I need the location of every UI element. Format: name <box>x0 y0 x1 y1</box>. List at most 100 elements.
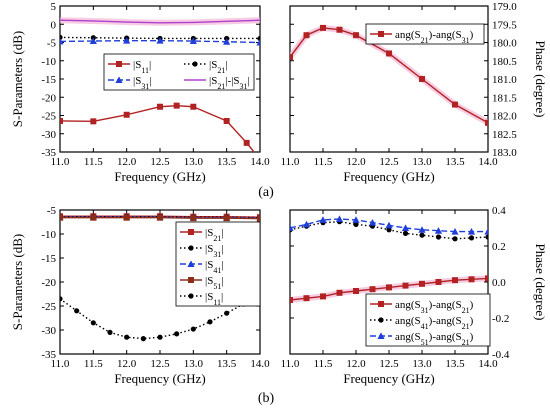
y-tick-label: 183.0 <box>492 147 517 159</box>
y-tick-label: -0.4 <box>492 349 510 361</box>
data-point <box>418 226 426 233</box>
data-point <box>124 334 130 340</box>
data-point <box>123 111 130 118</box>
legend-entry: ang(S21)-ang(S31) <box>395 29 474 45</box>
data-point <box>223 215 230 222</box>
y-tick-label: -30 <box>41 129 56 141</box>
data-point <box>336 26 343 33</box>
x-tick-label: 14.0 <box>250 358 270 370</box>
data-point <box>256 38 260 46</box>
chart-a-sparams: 11.0 11.5 12.0 12.5 13.0 13.5 14.0 5 0 -5 -10 -15 -2… <box>10 1 270 184</box>
data-point <box>190 215 197 222</box>
data-point <box>401 224 410 231</box>
y-tick-label: -20 <box>41 92 56 104</box>
x-tick-label: 14.0 <box>250 156 270 168</box>
data-point <box>352 216 360 223</box>
x-tick-label: 13.0 <box>412 156 432 168</box>
data-point <box>485 119 488 126</box>
legend-frame <box>103 53 255 91</box>
data-point <box>320 24 326 31</box>
x-tick-label: 13.0 <box>184 156 204 168</box>
legend: |S21||S31||S41||S51||S11| <box>175 221 261 307</box>
data-point <box>257 215 260 222</box>
data-point <box>60 117 63 124</box>
chart-b-sparams: 11.0 11.5 12.0 12.5 13.0 13.5 14.0 -5 -10 -15 -20 -… <box>10 205 270 386</box>
y-axis-label: S-Parameters (dB) <box>10 234 25 330</box>
x-tick-label: 13.0 <box>184 358 204 370</box>
data-point <box>369 286 376 293</box>
x-tick-label: 14.0 <box>478 358 498 370</box>
chart-a-phase: 11.0 11.5 12.0 12.5 13.0 13.5 14.0 179.0 179.5 18… <box>281 1 548 184</box>
data-point <box>90 214 97 221</box>
y-tick-label: -35 <box>41 349 56 361</box>
y-tick-label: -35 <box>41 147 56 159</box>
data-point <box>353 221 359 227</box>
y-tick-label: 179.5 <box>492 19 517 31</box>
legend-marker <box>187 260 195 267</box>
y-tick-label: 0.0 <box>492 277 506 289</box>
y-tick-label: 0.4 <box>492 205 506 217</box>
x-axis-label: Frequency (GHz) <box>114 371 205 386</box>
data-point <box>368 219 377 226</box>
data-point <box>385 221 393 229</box>
x-tick-label: 13.5 <box>445 156 465 168</box>
legend-marker <box>377 332 385 339</box>
data-point <box>303 295 310 302</box>
data-point <box>123 37 131 44</box>
x-tick-label: 12.0 <box>117 358 137 370</box>
data-point <box>468 235 475 241</box>
data-point <box>319 216 327 223</box>
data-point <box>74 308 80 314</box>
legend-marker <box>188 293 194 299</box>
data-point <box>467 228 476 235</box>
data-point <box>189 37 197 45</box>
data-point <box>402 282 409 289</box>
y-tick-label: 0 <box>51 19 57 31</box>
data-point <box>60 296 63 302</box>
chart-b-phase: 11.0 11.5 12.0 12.5 13.0 13.5 14.0 0.4 0.2 0.0 -0.… <box>281 205 548 386</box>
y-tick-label: -30 <box>41 325 56 337</box>
x-tick-label: 11.5 <box>314 358 333 370</box>
legend-marker <box>378 301 384 307</box>
y-tick-label: -10 <box>41 56 56 68</box>
data-point <box>320 293 326 300</box>
data-point <box>157 103 163 110</box>
legend-entry: ang(S41)-ang(S21) <box>395 315 474 331</box>
data-point <box>434 227 443 234</box>
legend-marker <box>378 31 384 37</box>
data-point <box>60 214 63 221</box>
data-point <box>303 32 310 39</box>
x-tick-label: 12.0 <box>346 156 366 168</box>
y-tick-label: 180.0 <box>492 38 517 50</box>
x-axis-label: Frequency (GHz) <box>343 169 434 184</box>
x-tick-label: 11.0 <box>51 156 70 168</box>
y-tick-label: 5 <box>51 1 57 13</box>
data-point <box>90 320 96 326</box>
x-tick-label: 12.0 <box>346 358 366 370</box>
x-tick-label: 11.5 <box>84 156 103 168</box>
y-tick-label: 180.5 <box>492 56 517 68</box>
legend-marker <box>378 317 384 323</box>
data-point <box>89 37 97 45</box>
legend-entry: ang(S31)-ang(S21) <box>395 299 474 315</box>
legend-entry: ang(S51)-ang(S21) <box>395 331 474 347</box>
y-tick-label: 181.0 <box>492 74 517 86</box>
data-point <box>224 310 230 316</box>
data-point <box>485 275 488 282</box>
y-axis-label: Phase (degree) <box>533 41 548 118</box>
data-point <box>290 224 294 231</box>
data-point <box>290 54 293 61</box>
legend-marker <box>188 245 194 251</box>
data-point <box>353 32 359 39</box>
data-point <box>484 228 488 235</box>
y-tick-label: -10 <box>41 229 56 241</box>
y-tick-label: 0.2 <box>492 241 506 253</box>
data-point <box>435 279 442 285</box>
data-point <box>290 297 293 303</box>
data-point <box>435 234 442 240</box>
data-point <box>123 214 130 221</box>
legend-marker <box>188 229 194 235</box>
x-tick-label: 12.5 <box>150 358 170 370</box>
legend-frame <box>365 23 485 45</box>
